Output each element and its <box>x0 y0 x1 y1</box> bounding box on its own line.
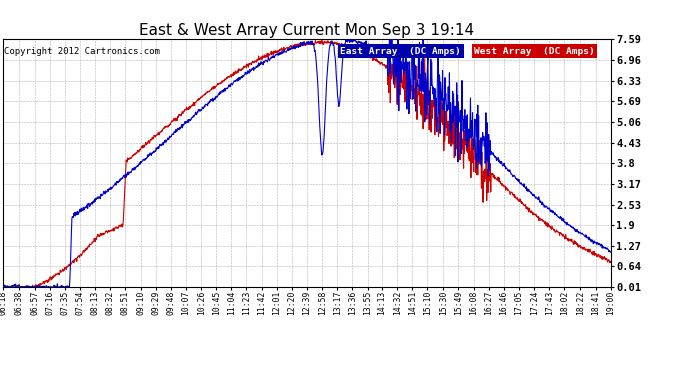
Text: Copyright 2012 Cartronics.com: Copyright 2012 Cartronics.com <box>4 47 160 56</box>
Text: East Array  (DC Amps): East Array (DC Amps) <box>340 47 461 56</box>
Text: West Array  (DC Amps): West Array (DC Amps) <box>474 47 595 56</box>
Title: East & West Array Current Mon Sep 3 19:14: East & West Array Current Mon Sep 3 19:1… <box>139 23 475 38</box>
